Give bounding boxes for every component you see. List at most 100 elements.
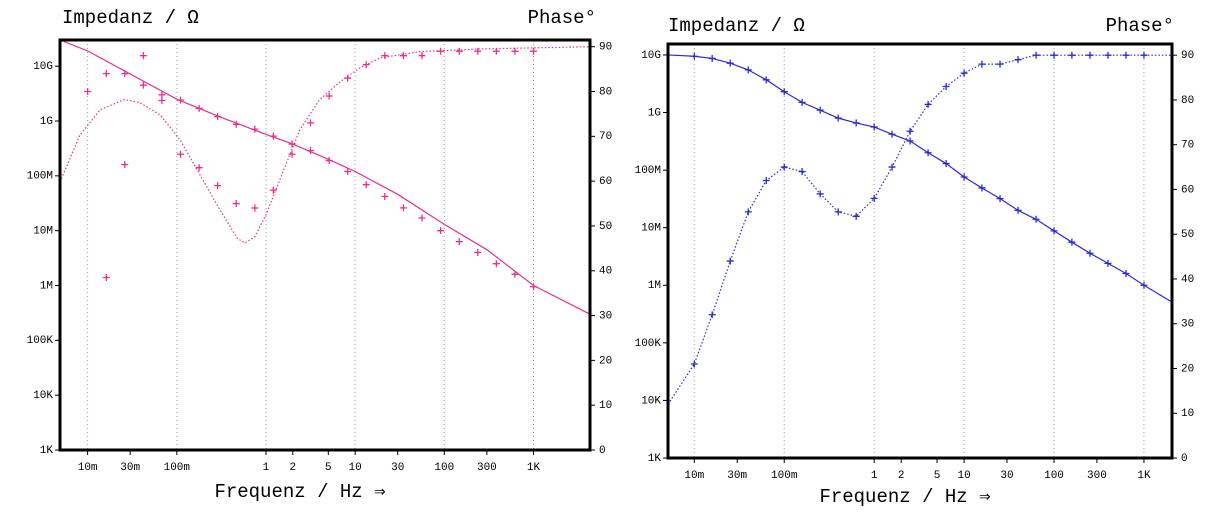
data-point: [996, 195, 1004, 203]
data-point: [437, 227, 445, 235]
data-point: [418, 214, 426, 222]
y2-tick-label: 90: [599, 42, 612, 54]
data-point: [1032, 51, 1040, 59]
data-point: [344, 167, 352, 175]
data-point: [924, 149, 932, 157]
data-point: [906, 137, 914, 145]
data-point: [744, 66, 752, 74]
data-point: [195, 104, 203, 112]
data-point: [325, 92, 333, 100]
data-point: [288, 140, 296, 148]
data-point: [121, 70, 129, 78]
data-point: [251, 125, 259, 133]
y2-tick-label: 60: [1181, 184, 1194, 196]
data-point: [511, 47, 519, 55]
y-tick-label: 10G: [641, 50, 661, 62]
data-point: [399, 204, 407, 212]
x-tick-label: 10: [349, 462, 362, 474]
y2-tick-label: 0: [1181, 453, 1188, 465]
data-point: [1122, 51, 1130, 59]
x-tick-label: 30: [1000, 470, 1013, 482]
data-point: [437, 47, 445, 55]
data-point: [214, 113, 222, 121]
data-point: [942, 160, 950, 168]
data-point: [399, 52, 407, 60]
data-point: [762, 76, 770, 84]
y2-tick-label: 10: [1181, 408, 1194, 420]
x-tick-label: 10: [957, 470, 970, 482]
x-tick-label: 1K: [527, 462, 541, 474]
x-tick-label: 100: [1044, 470, 1064, 482]
y-tick-label: 10G: [33, 61, 53, 73]
data-point: [1032, 215, 1040, 223]
data-point: [474, 248, 482, 256]
data-point: [924, 100, 932, 108]
data-point: [102, 70, 110, 78]
data-point: [762, 177, 770, 185]
data-point: [1050, 51, 1058, 59]
data-point: [307, 119, 315, 127]
x-tick-label: 100: [434, 462, 454, 474]
data-point: [176, 150, 184, 158]
y-tick-label: 10M: [641, 223, 661, 235]
x-tick-label: 30m: [120, 462, 140, 474]
data-point: [942, 83, 950, 91]
data-point: [690, 52, 698, 60]
y-tick-label: 10K: [33, 390, 53, 402]
y-tick-label: 1K: [40, 445, 54, 457]
x-tick-label: 300: [477, 462, 497, 474]
data-point: [708, 54, 716, 62]
data-point: [708, 311, 716, 319]
y2-tick-label: 70: [1181, 140, 1194, 152]
data-point: [381, 192, 389, 200]
data-point: [1014, 56, 1022, 64]
data-point: [726, 59, 734, 67]
y-tick-label: 10K: [641, 395, 661, 407]
y2-tick-label: 80: [599, 86, 612, 98]
data-point: [1140, 281, 1148, 289]
data-point: [780, 163, 788, 171]
data-point: [102, 273, 110, 281]
x-tick-label: 2: [898, 470, 905, 482]
data-point: [996, 60, 1004, 68]
data-point: [798, 98, 806, 106]
data-point: [852, 212, 860, 220]
data-point: [726, 257, 734, 265]
data-point: [232, 200, 240, 208]
x-tick-label: 2: [290, 462, 297, 474]
y-tick-label: 10M: [33, 226, 53, 238]
data-point: [978, 184, 986, 192]
data-point: [381, 52, 389, 60]
y-axis-label: Impedanz / Ω: [62, 7, 199, 29]
y-axis-label: Impedanz / Ω: [668, 15, 805, 37]
data-point: [870, 194, 878, 202]
data-point: [269, 132, 277, 140]
x-tick-label: 5: [325, 462, 332, 474]
data-point: [960, 69, 968, 77]
data-point: [492, 47, 500, 55]
x-tick-label: 1K: [1137, 470, 1151, 482]
data-point: [1068, 238, 1076, 246]
x-tick-label: 10m: [78, 462, 98, 474]
data-point: [834, 114, 842, 122]
data-point: [269, 186, 277, 194]
data-point: [978, 60, 986, 68]
data-point: [492, 260, 500, 268]
data-point: [852, 119, 860, 127]
data-point: [511, 270, 519, 278]
data-point: [139, 81, 147, 89]
data-point: [906, 127, 914, 135]
x-tick-label: 1: [263, 462, 270, 474]
data-point: [288, 150, 296, 158]
data-point: [455, 238, 463, 246]
data-point: [1014, 206, 1022, 214]
data-point: [344, 74, 352, 82]
data-point: [474, 47, 482, 55]
data-point: [1068, 51, 1076, 59]
y-tick-label: 1G: [648, 107, 661, 119]
data-point: [530, 47, 538, 55]
y2-tick-label: 70: [599, 131, 612, 143]
data-point: [1104, 51, 1112, 59]
data-point: [1050, 227, 1058, 235]
